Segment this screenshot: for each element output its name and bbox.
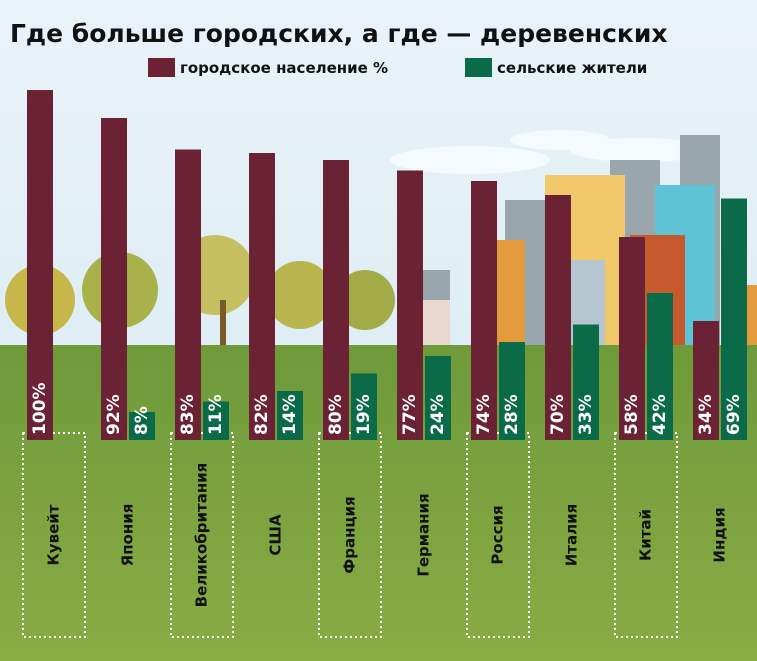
value-label: 58% bbox=[622, 394, 642, 435]
x-tick-label: Кувейт bbox=[45, 504, 63, 565]
value-label: 92% bbox=[104, 394, 124, 435]
value-label: 83% bbox=[178, 394, 198, 435]
legend-label: сельские жители bbox=[497, 59, 647, 77]
bar bbox=[721, 198, 747, 440]
bar bbox=[323, 160, 349, 440]
bar bbox=[545, 195, 571, 440]
category-box bbox=[318, 432, 382, 638]
bar bbox=[129, 412, 155, 440]
value-label: 8% bbox=[132, 406, 152, 435]
legend-swatch bbox=[465, 58, 492, 77]
bar bbox=[277, 391, 303, 440]
bar bbox=[101, 118, 127, 440]
x-tick-label: Китай bbox=[637, 509, 655, 561]
x-tick-label: Италия bbox=[563, 504, 581, 567]
value-label: 80% bbox=[326, 394, 346, 435]
bar bbox=[647, 293, 673, 440]
value-label: 82% bbox=[252, 394, 272, 435]
value-label: 69% bbox=[724, 394, 744, 435]
value-label: 14% bbox=[280, 394, 300, 435]
bar bbox=[425, 356, 451, 440]
value-label: 34% bbox=[696, 394, 716, 435]
bar bbox=[397, 170, 423, 440]
legend-label: городское население % bbox=[180, 59, 388, 77]
category-box bbox=[614, 432, 678, 638]
x-tick-label: Индия bbox=[711, 507, 729, 562]
value-label: 74% bbox=[474, 394, 494, 435]
bar bbox=[27, 90, 53, 440]
category-box bbox=[22, 432, 86, 638]
value-label: 33% bbox=[576, 394, 596, 435]
bar bbox=[619, 237, 645, 440]
x-tick-label: Япония bbox=[119, 504, 137, 567]
x-tick-label: Германия bbox=[415, 493, 433, 576]
bar bbox=[175, 149, 201, 440]
bar bbox=[203, 401, 229, 440]
bar bbox=[573, 324, 599, 440]
legend: городское население % сельские жители bbox=[148, 58, 647, 77]
bar bbox=[351, 373, 377, 440]
chart-title: Где больше городских, а где — деревенски… bbox=[10, 19, 668, 48]
category-box bbox=[170, 432, 234, 638]
bar bbox=[499, 342, 525, 440]
value-label: 42% bbox=[650, 394, 670, 435]
bar bbox=[693, 321, 719, 440]
x-tick-label: Россия bbox=[489, 505, 507, 564]
value-label: 19% bbox=[354, 394, 374, 435]
value-label: 77% bbox=[400, 394, 420, 435]
category-boxes bbox=[22, 432, 678, 638]
x-tick-label: Великобритания bbox=[193, 463, 211, 608]
legend-swatch bbox=[148, 58, 175, 77]
value-label: 100% bbox=[30, 382, 50, 435]
value-label: 28% bbox=[502, 394, 522, 435]
plot: Кувейт 100% Япония 92% 8% Великобритания 83% 11… bbox=[27, 90, 747, 607]
value-label: 70% bbox=[548, 394, 568, 435]
value-label: 11% bbox=[206, 394, 226, 435]
x-tick-label: США bbox=[267, 514, 285, 556]
x-tick-label: Франция bbox=[341, 496, 359, 573]
value-label: 24% bbox=[428, 394, 448, 435]
category-box bbox=[466, 432, 530, 638]
bar bbox=[249, 153, 275, 440]
bar bbox=[471, 181, 497, 440]
